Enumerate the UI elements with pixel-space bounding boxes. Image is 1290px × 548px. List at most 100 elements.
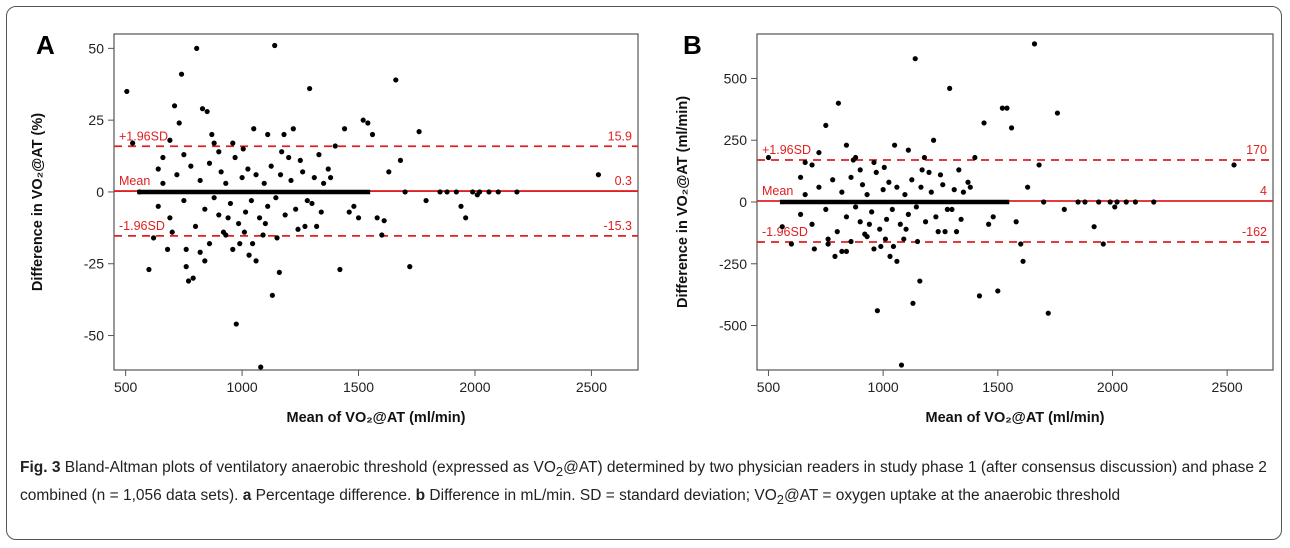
data-point — [798, 212, 803, 217]
data-point — [860, 182, 865, 187]
data-point — [931, 138, 936, 143]
data-point — [906, 148, 911, 153]
data-point — [241, 146, 246, 151]
data-point — [181, 198, 186, 203]
data-point — [825, 236, 830, 241]
data-point — [514, 189, 519, 194]
data-point — [356, 215, 361, 220]
data-point — [463, 215, 468, 220]
caption-fig-label: Fig. 3 — [20, 459, 60, 476]
data-point — [223, 181, 228, 186]
plot-area — [114, 34, 638, 370]
data-point — [915, 239, 920, 244]
data-point — [234, 321, 239, 326]
reference-label: +1.96SD — [762, 143, 811, 157]
data-point — [403, 189, 408, 194]
data-point — [347, 209, 352, 214]
data-point — [326, 166, 331, 171]
data-point — [305, 198, 310, 203]
data-point — [272, 43, 277, 48]
data-point — [251, 126, 256, 131]
data-point — [258, 365, 263, 370]
x-tick-label: 1500 — [343, 379, 374, 395]
data-point — [172, 103, 177, 108]
data-point — [194, 46, 199, 51]
x-tick-label: 1000 — [868, 379, 899, 395]
data-point — [936, 229, 941, 234]
caption-b-label: b — [416, 487, 425, 504]
data-point — [894, 259, 899, 264]
data-point — [871, 160, 876, 165]
data-point — [1000, 106, 1005, 111]
data-point — [823, 123, 828, 128]
data-point — [848, 239, 853, 244]
data-point — [991, 214, 996, 219]
data-point — [913, 56, 918, 61]
reference-label: -1.96SD — [119, 219, 165, 233]
data-point — [1025, 185, 1030, 190]
data-point — [351, 204, 356, 209]
reference-value: -162 — [1242, 225, 1267, 239]
data-point — [871, 246, 876, 251]
x-tick-label: 1000 — [227, 379, 258, 395]
data-point — [249, 198, 254, 203]
data-point — [207, 241, 212, 246]
chart-panel-a: A-50-2502550500 1000 1500 2000 2500Mean of V… — [0, 0, 650, 455]
data-point — [146, 267, 151, 272]
data-point — [205, 109, 210, 114]
figure-caption: Fig. 3 Bland-Altman plots of ventilatory… — [20, 456, 1270, 512]
data-point — [1036, 162, 1041, 167]
data-point — [789, 241, 794, 246]
data-point — [277, 270, 282, 275]
y-tick-label: 25 — [88, 112, 104, 128]
data-point — [891, 244, 896, 249]
data-point — [321, 181, 326, 186]
data-point — [273, 195, 278, 200]
data-point — [302, 224, 307, 229]
x-tick-label: 2000 — [1097, 379, 1128, 395]
data-point — [1062, 207, 1067, 212]
data-point — [886, 180, 891, 185]
data-point — [899, 362, 904, 367]
reference-label: Mean — [119, 174, 150, 188]
data-point — [382, 218, 387, 223]
data-point — [184, 264, 189, 269]
data-point — [316, 152, 321, 157]
x-tick-label: 2500 — [1212, 379, 1243, 395]
reference-value: -15.3 — [604, 219, 633, 233]
data-point — [265, 132, 270, 137]
data-point — [458, 204, 463, 209]
data-point — [242, 230, 247, 235]
data-point — [1018, 241, 1023, 246]
data-point — [470, 189, 475, 194]
data-point — [291, 126, 296, 131]
data-point — [165, 247, 170, 252]
data-point — [278, 172, 283, 177]
x-tick-label: 1500 — [982, 379, 1013, 395]
data-point — [881, 187, 886, 192]
data-point — [844, 249, 849, 254]
data-point — [909, 177, 914, 182]
data-point — [181, 152, 186, 157]
data-point — [961, 190, 966, 195]
data-point — [901, 236, 906, 241]
data-point — [365, 120, 370, 125]
data-point — [972, 155, 977, 160]
data-point — [274, 235, 279, 240]
reference-value: 170 — [1246, 143, 1267, 157]
data-point — [496, 189, 501, 194]
data-point — [223, 232, 228, 237]
data-point — [798, 175, 803, 180]
data-point — [910, 301, 915, 306]
data-point — [342, 126, 347, 131]
data-point — [959, 217, 964, 222]
data-point — [938, 172, 943, 177]
data-point — [298, 158, 303, 163]
reference-value: 15.9 — [608, 129, 632, 143]
data-point — [1082, 199, 1087, 204]
data-point — [293, 207, 298, 212]
data-point — [995, 288, 1000, 293]
data-point — [887, 254, 892, 259]
data-point — [956, 167, 961, 172]
data-point — [853, 204, 858, 209]
